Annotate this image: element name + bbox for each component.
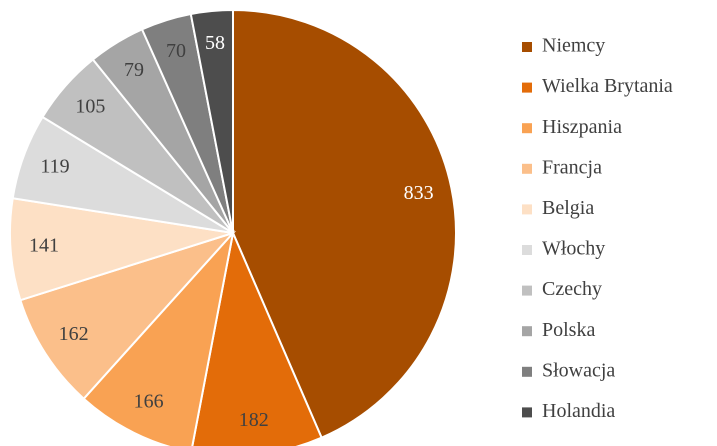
legend-label: Belgia — [542, 197, 594, 219]
legend-swatch — [522, 163, 532, 174]
data-label: 182 — [239, 409, 269, 431]
legend-swatch — [522, 82, 532, 93]
pie-slice — [189, 8, 234, 234]
legend-label: Hiszpania — [542, 116, 622, 138]
pie-slice — [232, 8, 457, 439]
legend-label: Włochy — [542, 238, 605, 260]
data-label: 166 — [134, 390, 164, 412]
legend-swatch — [522, 407, 532, 418]
pie-slice — [9, 197, 234, 302]
data-label: 833 — [404, 182, 434, 204]
legend-label: Czechy — [542, 278, 602, 300]
legend-label: Holandia — [542, 400, 615, 422]
data-label: 105 — [75, 96, 105, 118]
data-label: 141 — [29, 235, 59, 257]
legend-swatch — [522, 366, 532, 377]
pie-slice — [82, 229, 235, 446]
legend-label: Niemcy — [542, 35, 605, 57]
legend-swatch — [522, 245, 532, 255]
pie-slice — [19, 230, 237, 401]
pie-slice — [191, 229, 323, 446]
data-label: 70 — [166, 40, 186, 62]
legend-label: Polska — [542, 319, 595, 341]
legend-swatch — [522, 326, 532, 337]
legend-swatch — [522, 42, 532, 52]
data-label: 58 — [205, 32, 225, 54]
legend-label: Słowacja — [542, 359, 615, 381]
legend-label: Wielka Brytania — [542, 75, 673, 97]
legend-swatch — [522, 204, 532, 215]
legend-label: Francja — [542, 156, 602, 178]
legend-swatch — [522, 123, 532, 134]
data-label: 119 — [40, 155, 69, 177]
data-label: 162 — [59, 323, 89, 345]
legend-swatch — [522, 285, 532, 296]
data-label: 79 — [124, 59, 144, 81]
